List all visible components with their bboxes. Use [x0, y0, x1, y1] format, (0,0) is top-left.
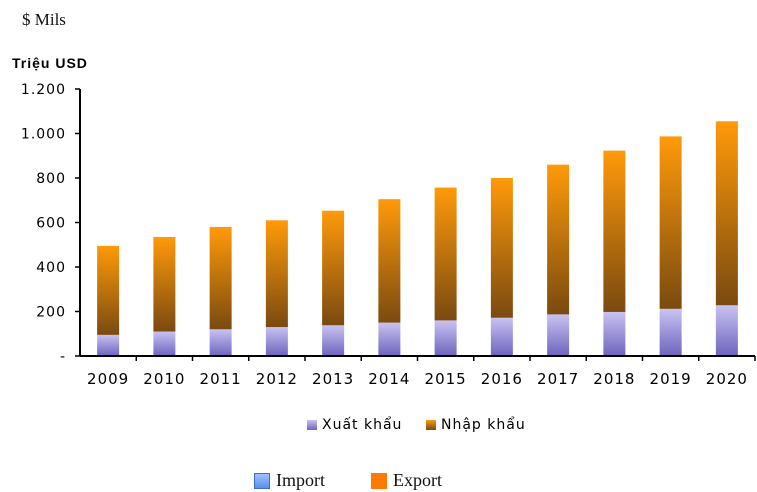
bar-nhap-khau: [265, 220, 288, 328]
y-tick-label: 200: [36, 305, 66, 321]
x-tick-label: 2016: [481, 370, 523, 388]
bottom-legend-item-export: Export: [371, 470, 442, 491]
bar-nhap-khau: [209, 226, 232, 330]
legend-swatch-xuat-khau: [307, 420, 317, 430]
x-tick-label: 2015: [425, 370, 467, 388]
legend-swatch-nhap-khau: [426, 420, 436, 430]
bar-xuat-khau: [547, 314, 570, 356]
legend-label-xuat-khau: Xuất khẩu: [322, 416, 402, 433]
y-tick-label: 800: [36, 171, 66, 187]
bar-xuat-khau: [490, 317, 513, 356]
bar-nhap-khau: [659, 136, 682, 309]
import-swatch: [254, 472, 270, 489]
x-tick-label: 2012: [256, 370, 298, 388]
chart-legend: Xuất khẩu Nhập khẩu: [307, 416, 526, 433]
bottom-legend: Import Export: [254, 470, 488, 491]
y-tick-label: 1.000: [21, 127, 66, 143]
import-label: Import: [276, 470, 325, 490]
bar-nhap-khau: [97, 245, 120, 335]
export-swatch: [371, 472, 387, 489]
x-tick-label: 2009: [87, 370, 129, 388]
bar-xuat-khau: [715, 305, 738, 356]
bar-xuat-khau: [659, 308, 682, 356]
bar-xuat-khau: [322, 325, 345, 356]
bar-xuat-khau: [265, 327, 288, 356]
bar-xuat-khau: [603, 311, 626, 356]
bar-nhap-khau: [715, 121, 738, 306]
x-tick-label: 2019: [650, 370, 692, 388]
x-tick-label: 2013: [312, 370, 354, 388]
y-tick-label: 1.200: [21, 82, 66, 98]
bar-nhap-khau: [378, 199, 401, 323]
bar-nhap-khau: [490, 178, 513, 318]
bar-xuat-khau: [209, 329, 232, 356]
bar-xuat-khau: [97, 334, 120, 356]
x-tick-label: 2010: [143, 370, 185, 388]
bar-nhap-khau: [547, 164, 570, 315]
x-tick-label: 2014: [368, 370, 410, 388]
y-axis-ticks: - 200 400 600 800 1.000 1.200: [21, 82, 80, 365]
y-axis-title: Triệu USD: [12, 55, 88, 71]
bar-xuat-khau: [153, 331, 176, 356]
y-tick-label: 600: [36, 216, 66, 232]
chart-top-note: $ Mils: [22, 10, 66, 29]
x-axis-ticks: 2009 2010 2011 2012 2013 2014 2015 2016 2017 2018…: [87, 356, 756, 388]
legend-label-nhap-khau: Nhập khẩu: [441, 416, 526, 433]
export-label: Export: [393, 470, 442, 490]
bar-xuat-khau: [378, 322, 401, 356]
bar-nhap-khau: [434, 187, 457, 321]
x-tick-label: 2011: [200, 370, 242, 388]
x-tick-label: 2020: [706, 370, 748, 388]
x-tick-label: 2018: [593, 370, 635, 388]
y-tick-label: 400: [36, 260, 66, 276]
bottom-legend-item-import: Import: [254, 470, 325, 491]
bar-nhap-khau: [322, 210, 345, 326]
bar-nhap-khau: [153, 236, 176, 332]
y-tick-label: -: [60, 349, 66, 365]
bars: [97, 121, 738, 356]
bar-nhap-khau: [603, 150, 626, 312]
x-tick-label: 2017: [537, 370, 579, 388]
bar-xuat-khau: [434, 320, 457, 356]
